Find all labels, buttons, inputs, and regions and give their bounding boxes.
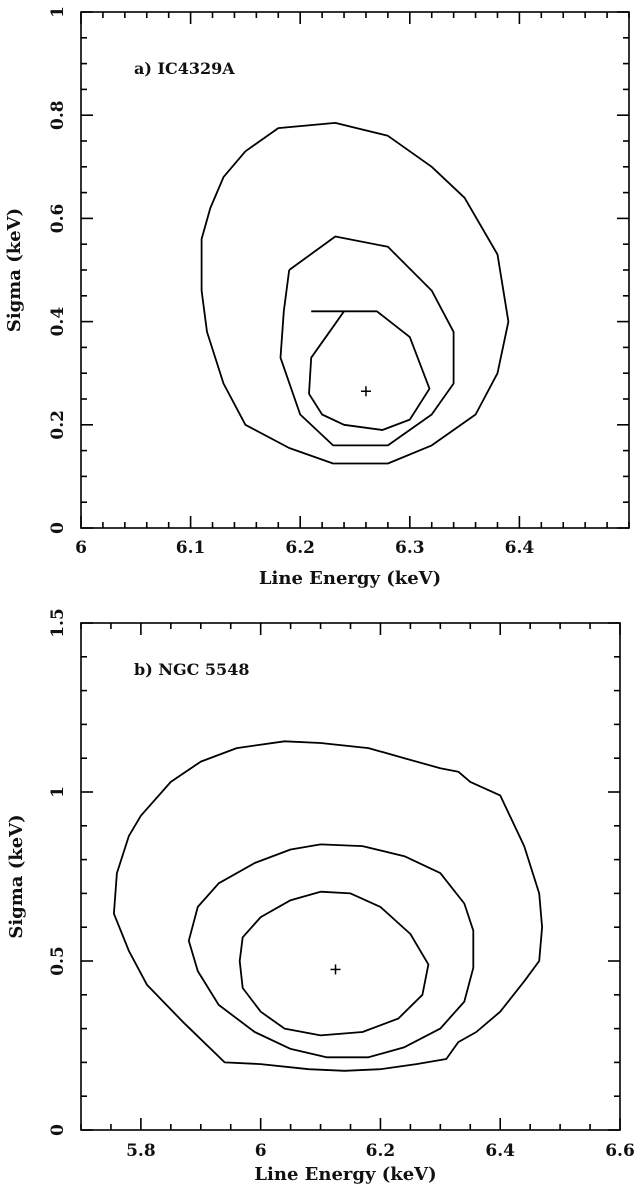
x-tick-label: 6.2 — [285, 538, 315, 558]
y-tick-label: 0.5 — [48, 946, 68, 976]
y-tick-label: 1 — [48, 6, 68, 18]
best-fit-marker — [360, 386, 371, 397]
x-tick-label: 6.1 — [176, 538, 206, 558]
y-tick-label: 0.6 — [48, 204, 68, 234]
plot-frame — [80, 622, 621, 1131]
x-tick-label: 6.4 — [505, 538, 535, 558]
contour-inner — [308, 310, 431, 431]
y-axis-label: Sigma (keV) — [4, 208, 25, 332]
best-fit-marker — [330, 964, 341, 975]
contour-middle — [187, 843, 475, 1059]
x-tick-label: 6 — [75, 538, 87, 558]
y-tick-label: 0.8 — [48, 100, 68, 130]
x-axis-label: Line Energy (keV) — [259, 568, 441, 589]
y-tick-label: 0 — [48, 1124, 68, 1136]
x-tick-label: 6.3 — [395, 538, 425, 558]
contour-outer — [113, 740, 543, 1072]
y-tick-label: 0.2 — [48, 410, 68, 440]
panel-annotation: b) NGC 5548 — [134, 660, 249, 679]
y-tick-label: 1 — [48, 786, 68, 798]
contour-middle — [279, 235, 455, 447]
y-tick-label: 1.5 — [48, 608, 68, 638]
x-tick-label: 6.6 — [605, 1141, 635, 1161]
y-tick-label: 0.4 — [48, 307, 68, 337]
x-tick-label: 6.2 — [366, 1141, 396, 1161]
panel-a: 6 6.1 6.2 6.3 6.4 0 0.2 0.4 0.6 0.8 1 Line Energy (… — [4, 6, 630, 589]
contour-inner — [238, 890, 430, 1037]
panel-annotation: a) IC4329A — [134, 59, 235, 78]
x-axis-label: Line Energy (keV) — [254, 1164, 436, 1185]
x-tick-label: 6 — [255, 1141, 267, 1161]
x-tick-label: 6.4 — [485, 1141, 515, 1161]
contour-outer — [200, 122, 510, 465]
x-tick-label: 5.8 — [126, 1141, 156, 1161]
y-tick-label: 0 — [48, 522, 68, 534]
panel-b: 5.8 6 6.2 6.4 6.6 0 0.5 1 1.5 Line Energy (keV) Si… — [6, 608, 635, 1185]
plot-frame — [80, 11, 630, 529]
y-axis-label: Sigma (keV) — [6, 814, 27, 938]
